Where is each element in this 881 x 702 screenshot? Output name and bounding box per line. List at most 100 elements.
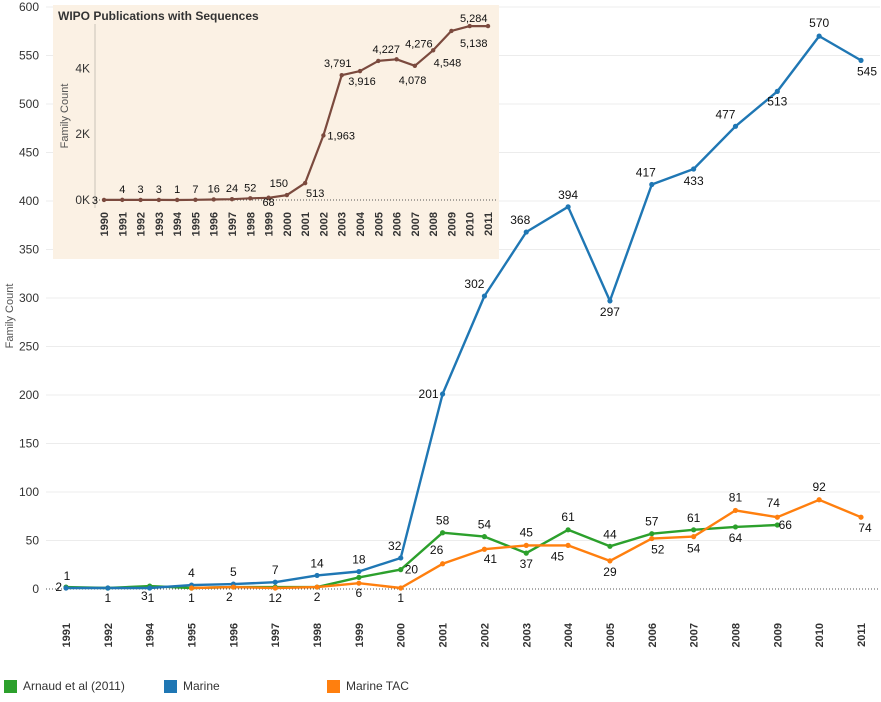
inset-data-label: 150: [270, 178, 288, 190]
inset-point[interactable]: [248, 196, 253, 201]
inset-x-tick-label: 1999: [264, 212, 276, 236]
inset-chart: WIPO Publications with Sequences 0K2K4K …: [53, 5, 499, 259]
main-point[interactable]: [356, 580, 362, 586]
main-point[interactable]: [481, 534, 488, 540]
inset-point[interactable]: [284, 192, 290, 198]
inset-data-label: 5,138: [460, 38, 488, 50]
inset-point[interactable]: [412, 63, 418, 68]
inset-point[interactable]: [357, 68, 363, 74]
main-point[interactable]: [439, 391, 446, 397]
legend-item-marine[interactable]: Marine: [164, 679, 220, 693]
main-point[interactable]: [356, 568, 362, 575]
inset-y-tick-label: 0K: [75, 193, 90, 207]
main-point[interactable]: [63, 585, 69, 591]
main-point[interactable]: [398, 555, 404, 561]
inset-point[interactable]: [449, 28, 454, 34]
main-point[interactable]: [607, 298, 613, 304]
main-point[interactable]: [774, 88, 780, 94]
main-point[interactable]: [732, 507, 739, 514]
main-point[interactable]: [649, 535, 655, 542]
main-point[interactable]: [272, 579, 278, 585]
main-point[interactable]: [732, 524, 739, 530]
inset-point[interactable]: [321, 133, 326, 138]
main-series-line-0: [65, 523, 778, 590]
main-point[interactable]: [649, 181, 655, 188]
inset-x-tick-label: 1991: [117, 212, 129, 236]
main-point[interactable]: [105, 585, 111, 591]
main-x-tick-label: 1991: [61, 623, 73, 647]
main-point[interactable]: [523, 550, 529, 556]
main-point[interactable]: [691, 166, 697, 172]
inset-point[interactable]: [302, 180, 308, 186]
main-point[interactable]: [523, 542, 529, 548]
inset-data-label: 24: [226, 183, 238, 195]
inset-point[interactable]: [229, 197, 235, 202]
main-point[interactable]: [272, 585, 278, 591]
main-data-label: 5: [230, 565, 237, 579]
legend-item-marine-tac[interactable]: Marine TAC: [327, 679, 409, 693]
main-point[interactable]: [858, 57, 864, 63]
inset-point[interactable]: [156, 197, 162, 203]
main-point[interactable]: [649, 531, 655, 537]
main-data-label: 81: [729, 490, 743, 504]
inset-point[interactable]: [120, 197, 125, 203]
main-point[interactable]: [439, 530, 446, 536]
main-point[interactable]: [607, 543, 613, 549]
inset-point[interactable]: [138, 197, 143, 203]
main-point[interactable]: [230, 584, 236, 590]
main-point[interactable]: [481, 293, 488, 299]
main-data-label: 61: [561, 510, 575, 524]
inset-x-tick-label: 2008: [428, 212, 440, 236]
inset-point[interactable]: [101, 197, 107, 203]
inset-point[interactable]: [394, 57, 399, 62]
main-point[interactable]: [691, 534, 697, 540]
main-point[interactable]: [481, 546, 488, 552]
inset-point[interactable]: [339, 73, 344, 78]
main-point[interactable]: [691, 527, 697, 533]
main-point[interactable]: [565, 527, 571, 533]
main-x-tick-label: 2005: [605, 623, 617, 647]
legend-item-arnaud[interactable]: Arnaud et al (2011): [4, 679, 125, 693]
inset-data-label: 4: [119, 184, 125, 196]
inset-point[interactable]: [174, 197, 180, 203]
main-data-label: 18: [352, 553, 366, 567]
main-point[interactable]: [188, 585, 195, 591]
main-point[interactable]: [314, 572, 320, 579]
main-data-label: 1: [104, 591, 111, 605]
inset-point[interactable]: [193, 197, 198, 202]
main-y-tick-label: 600: [19, 0, 39, 14]
main-data-label: 57: [645, 515, 659, 529]
main-point[interactable]: [565, 542, 571, 548]
inset-point[interactable]: [211, 197, 216, 202]
main-point[interactable]: [398, 585, 404, 591]
inset-x-tick-label: 2002: [318, 212, 330, 236]
main-data-label: 2: [226, 590, 233, 604]
main-point[interactable]: [816, 33, 822, 39]
main-point[interactable]: [816, 497, 822, 503]
main-point[interactable]: [565, 204, 571, 210]
main-point[interactable]: [858, 514, 864, 520]
inset-point[interactable]: [266, 195, 271, 200]
main-point[interactable]: [774, 514, 780, 520]
inset-point[interactable]: [467, 23, 472, 29]
main-data-label: 52: [651, 543, 665, 557]
main-point[interactable]: [774, 522, 780, 528]
main-point[interactable]: [607, 558, 613, 564]
main-point[interactable]: [523, 229, 529, 235]
main-point[interactable]: [732, 123, 739, 129]
main-y-tick-label: 400: [19, 194, 39, 208]
main-data-label: 513: [767, 94, 787, 108]
main-data-label: 477: [715, 107, 735, 121]
inset-point[interactable]: [485, 23, 491, 29]
inset-x-tick-label: 1996: [209, 212, 221, 236]
main-data-label: 3: [141, 589, 148, 603]
inset-series-points: [101, 23, 491, 203]
main-point[interactable]: [356, 574, 362, 580]
main-point[interactable]: [147, 585, 153, 591]
inset-point[interactable]: [376, 58, 381, 64]
main-point[interactable]: [398, 567, 404, 573]
main-point[interactable]: [314, 584, 320, 590]
inset-point[interactable]: [430, 48, 436, 53]
main-point[interactable]: [439, 561, 446, 567]
